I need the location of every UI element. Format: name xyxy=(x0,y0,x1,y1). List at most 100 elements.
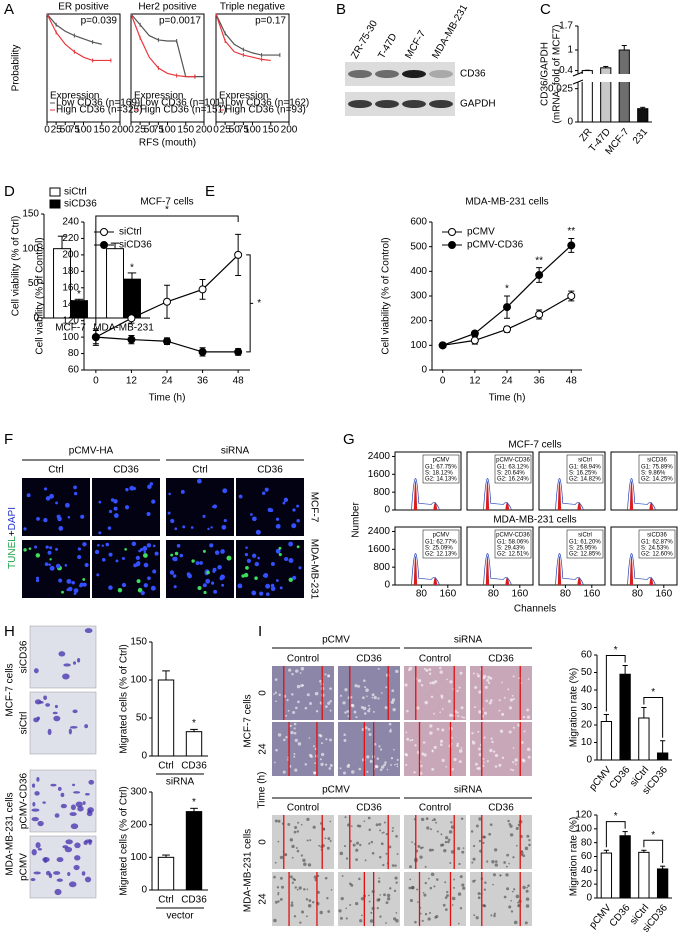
significance: ** xyxy=(567,226,575,237)
series-line xyxy=(130,13,195,78)
nucleus xyxy=(55,501,58,505)
cell xyxy=(364,859,367,862)
cell xyxy=(419,855,423,859)
cell xyxy=(300,823,303,826)
group-header: siRNA xyxy=(221,446,250,457)
cell xyxy=(489,823,493,827)
cell xyxy=(506,853,510,857)
cell xyxy=(72,709,78,714)
cell xyxy=(501,712,505,716)
x-tick-label: 24 xyxy=(161,376,173,387)
nucleus xyxy=(143,583,149,588)
band xyxy=(402,70,426,78)
nucleus xyxy=(43,517,48,523)
cell xyxy=(421,752,425,756)
x-axis-label: Time (h) xyxy=(149,393,186,404)
cell xyxy=(460,817,464,821)
cell xyxy=(460,706,464,710)
nucleus xyxy=(275,523,281,529)
significance: * xyxy=(614,645,618,656)
cell xyxy=(386,768,389,771)
x-tick-label: Ctrl xyxy=(158,761,174,772)
cell xyxy=(367,727,371,731)
cell xyxy=(439,743,443,747)
chart-title: ER positive xyxy=(58,2,109,13)
legend-label: siCD36 xyxy=(119,240,152,251)
cell xyxy=(426,826,430,830)
cell xyxy=(395,834,398,838)
cell xyxy=(393,748,395,751)
y-tick-label: 50 xyxy=(581,667,593,678)
cell xyxy=(329,699,332,703)
cell xyxy=(279,855,284,860)
wound-edge xyxy=(288,872,318,926)
cell xyxy=(462,886,466,890)
x-tick-label: 48 xyxy=(233,376,245,387)
cell xyxy=(363,679,366,682)
cell xyxy=(301,684,305,687)
cell xyxy=(368,733,372,737)
cell xyxy=(409,878,412,881)
cycle-stat: G1: 63.12% xyxy=(497,465,529,471)
cell xyxy=(294,768,298,772)
cell xyxy=(422,892,425,894)
cell xyxy=(31,783,36,788)
cell xyxy=(296,684,301,689)
marker xyxy=(91,333,100,342)
nucleus xyxy=(222,488,228,494)
cell xyxy=(287,823,291,826)
nucleus xyxy=(211,581,215,585)
nucleus xyxy=(143,562,149,568)
x-tick-label: pCMV xyxy=(587,902,613,931)
y-tick-label: 0.025 xyxy=(548,83,573,94)
stats-box xyxy=(422,454,460,484)
x-tick-label: 100 xyxy=(75,125,92,136)
cell xyxy=(358,767,362,771)
cell xyxy=(522,885,526,890)
wound-edge xyxy=(418,722,452,776)
nucleus xyxy=(191,559,195,563)
nucleus xyxy=(151,499,156,504)
nucleus xyxy=(245,546,248,549)
cell xyxy=(441,728,445,732)
stain-part: + xyxy=(7,530,18,536)
cell xyxy=(296,888,299,891)
nucleus xyxy=(292,575,297,580)
cell xyxy=(450,850,455,854)
cell xyxy=(34,791,40,796)
cycle-stat: G1: 68.94% xyxy=(569,465,601,471)
nucleus xyxy=(269,508,274,513)
cell xyxy=(423,753,427,757)
cell xyxy=(526,715,531,719)
y-tick-label: 20 xyxy=(581,720,593,731)
cell xyxy=(344,816,347,819)
stats-box xyxy=(566,454,604,484)
cell xyxy=(434,916,437,919)
cell xyxy=(406,737,410,741)
cell xyxy=(285,853,287,855)
cell xyxy=(312,825,316,829)
cell xyxy=(362,696,365,700)
time-label: 0 xyxy=(258,839,269,845)
cell xyxy=(367,816,371,820)
cell xyxy=(428,672,432,676)
cell xyxy=(330,888,333,891)
cell xyxy=(396,765,399,768)
cell xyxy=(299,921,302,924)
legend-marker xyxy=(100,228,108,236)
cell xyxy=(370,840,374,844)
cell xyxy=(508,822,511,826)
lane-label: MDA-MB-231 xyxy=(430,2,470,60)
cell xyxy=(494,765,498,768)
cell xyxy=(33,717,40,723)
cell xyxy=(494,863,499,867)
cell xyxy=(485,699,489,703)
cell xyxy=(416,706,420,710)
nucleus xyxy=(212,567,217,572)
cell xyxy=(369,759,373,764)
legend-label: pCMV xyxy=(467,227,495,238)
cell xyxy=(360,914,363,917)
nucleus xyxy=(202,514,206,518)
x-axis-label: vector xyxy=(166,911,194,922)
